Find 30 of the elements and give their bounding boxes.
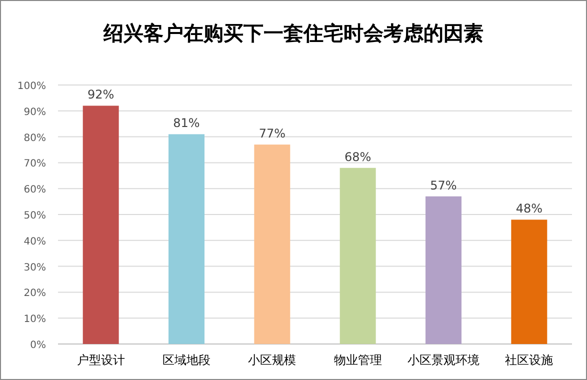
y-tick-label: 100%	[17, 81, 46, 92]
x-tick-label: 小区规模	[248, 353, 296, 367]
data-label: 57%	[430, 178, 457, 192]
y-tick-label: 40%	[24, 236, 46, 248]
bar	[82, 106, 119, 344]
y-tick-label: 80%	[24, 132, 46, 144]
y-tick-label: 70%	[24, 158, 46, 170]
y-tick-label: 0%	[30, 340, 46, 351]
y-tick-label: 90%	[24, 106, 46, 118]
bar	[511, 220, 548, 344]
x-tick-label: 小区景观环境	[408, 353, 480, 367]
x-tick-label: 户型设计	[76, 353, 125, 367]
bar	[168, 134, 204, 344]
x-tick-label: 社区设施	[505, 353, 554, 367]
y-tick-label: 50%	[24, 210, 46, 222]
data-label: 77%	[258, 126, 286, 141]
bar	[340, 168, 376, 344]
x-tick-label: 物业管理	[334, 353, 382, 367]
y-tick-label: 10%	[24, 314, 46, 326]
bar	[426, 196, 462, 344]
data-label: 92%	[87, 88, 114, 102]
data-label: 48%	[516, 202, 543, 216]
y-tick-label: 30%	[24, 262, 46, 274]
data-label: 81%	[173, 116, 200, 130]
x-tick-label: 区域地段	[162, 353, 210, 367]
bar	[254, 144, 290, 344]
y-tick-label: 20%	[24, 288, 46, 300]
chart-title: 绍兴客户在购买下一套住宅时会考虑的因素	[102, 21, 484, 45]
data-label: 68%	[344, 150, 372, 164]
y-tick-label: 60%	[24, 184, 46, 196]
